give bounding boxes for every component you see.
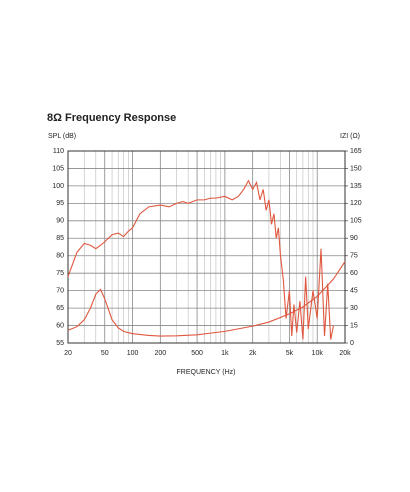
y2-tick-label: 15 <box>350 322 358 329</box>
series-line <box>67 179 334 340</box>
x-tick-label: 50 <box>101 350 109 357</box>
y2-tick-label: 30 <box>350 305 358 312</box>
y2-tick-label: 150 <box>350 165 362 172</box>
y2-tick-label: 75 <box>350 253 358 260</box>
y2-axis-label: IZI (Ω) <box>340 133 360 140</box>
y-tick-label: 90 <box>56 218 64 225</box>
x-tick-label: 1k <box>221 350 229 357</box>
y2-tick-label: 165 <box>350 148 362 155</box>
x-tick-label: 5k <box>286 350 294 357</box>
x-tick-label: 20 <box>64 350 72 357</box>
x-tick-label: 20k <box>339 350 351 357</box>
y-tick-label: 70 <box>56 287 64 294</box>
x-tick-label: 100 <box>127 350 139 357</box>
y-tick-label: 55 <box>56 340 64 347</box>
y-tick-label: 60 <box>56 322 64 329</box>
y-tick-label: 110 <box>53 148 64 155</box>
plot-frame <box>67 150 346 344</box>
y-axis-label: SPL (dB) <box>48 133 76 140</box>
y2-tick-label: 105 <box>350 218 362 225</box>
y-tick-label: 105 <box>52 165 64 172</box>
y-tick-label: 65 <box>56 305 64 312</box>
y-tick-label: 100 <box>52 183 64 190</box>
x-tick-label: 2k <box>249 350 257 357</box>
chart-title: 8Ω Frequency Response <box>47 112 176 124</box>
y2-tick-label: 135 <box>350 183 362 190</box>
y2-tick-label: 45 <box>350 287 358 294</box>
series-line <box>67 261 346 337</box>
y-tick-label: 75 <box>56 270 64 277</box>
y2-tick-label: 120 <box>350 200 362 207</box>
y-tick-label: 85 <box>56 235 64 242</box>
y2-tick-label: 60 <box>350 270 358 277</box>
x-tick-label: 200 <box>154 350 166 357</box>
y-tick-label: 95 <box>56 200 64 207</box>
y2-tick-label: 90 <box>350 235 358 242</box>
x-tick-label: 500 <box>191 350 203 357</box>
x-axis-label: FREQUENCY (Hz) <box>177 369 236 376</box>
y2-tick-label: 0 <box>350 340 354 347</box>
x-tick-label: 10k <box>312 350 324 357</box>
y-tick-label: 80 <box>56 253 64 260</box>
